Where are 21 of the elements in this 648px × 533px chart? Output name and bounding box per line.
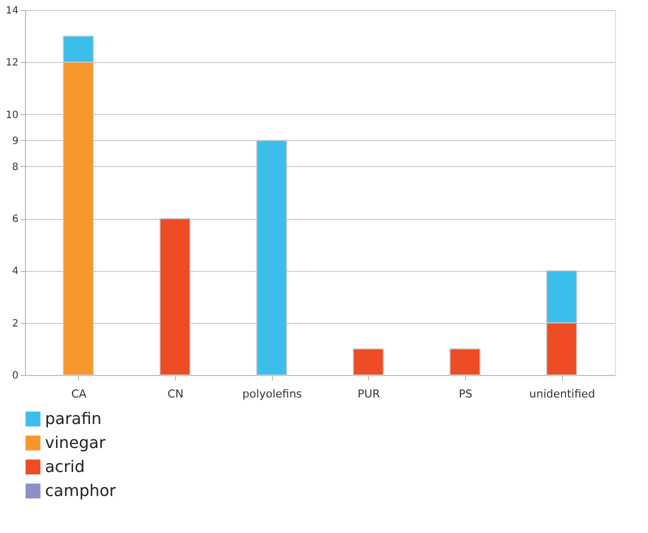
y-tick-label: 12 <box>6 58 18 69</box>
bar <box>450 348 480 376</box>
y-tick-label: 9 <box>12 136 18 147</box>
y-tick-label: 0 <box>12 370 18 382</box>
y-tick-label: 2 <box>12 318 18 330</box>
x-tick-label: polyolefins <box>242 388 302 400</box>
legend-label: vinegar <box>45 433 106 452</box>
y-tick-label: 8 <box>12 162 18 173</box>
y-tick-label: 4 <box>12 266 18 278</box>
x-tick-label: PUR <box>358 388 380 400</box>
legend-label: camphor <box>45 481 116 500</box>
legend-label: acrid <box>45 457 85 476</box>
y-tick-label: 10 <box>6 110 18 121</box>
x-tick-label: unidentified <box>529 388 596 400</box>
x-tick-label: CA <box>71 388 87 400</box>
x-tick-label: CN <box>168 388 184 400</box>
y-tick-label: 6 <box>12 214 18 226</box>
legend-label: parafin <box>45 409 102 428</box>
bar <box>352 348 384 376</box>
y-tick-label: 14 <box>6 6 18 16</box>
x-tick-label: PS <box>458 388 472 400</box>
